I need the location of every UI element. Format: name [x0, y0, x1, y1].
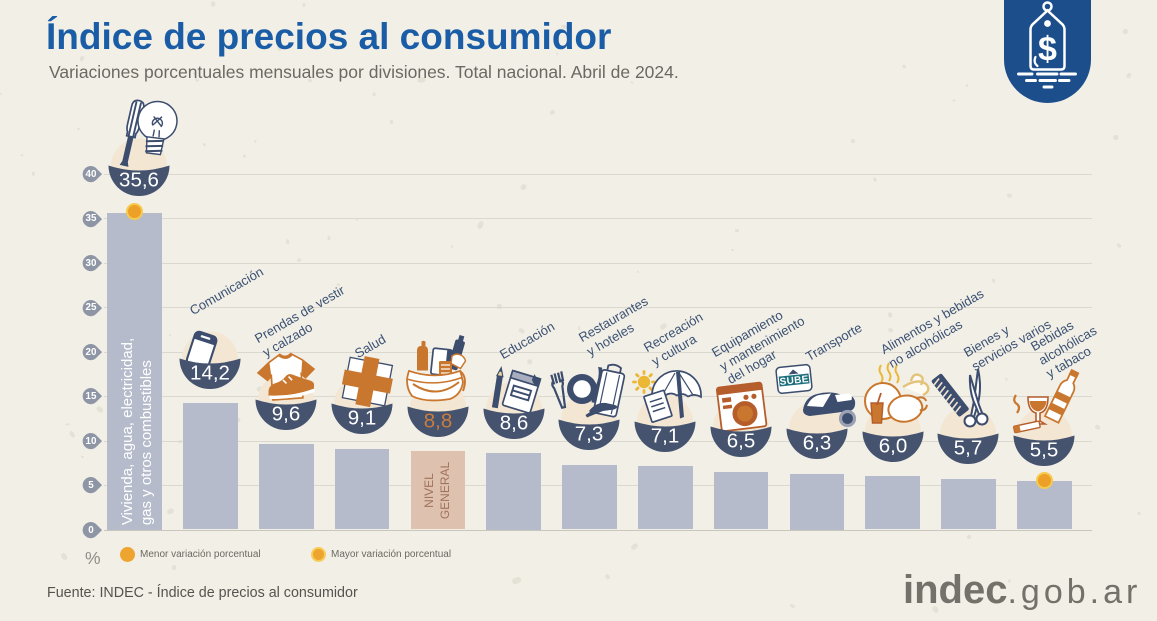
svg-text:14,2: 14,2	[190, 361, 230, 384]
svg-text:5,5: 5,5	[1030, 439, 1059, 462]
svg-text:SUBE: SUBE	[779, 374, 809, 388]
svg-text:35,6: 35,6	[119, 168, 159, 191]
svg-text:9,6: 9,6	[272, 402, 301, 425]
svg-text:8,8: 8,8	[424, 409, 453, 432]
svg-text:7,3: 7,3	[575, 423, 604, 446]
svg-text:6,5: 6,5	[727, 430, 756, 453]
svg-text:6,3: 6,3	[803, 432, 832, 455]
svg-text:5,7: 5,7	[954, 437, 983, 460]
svg-text:8,6: 8,6	[499, 411, 528, 434]
svg-text:9,1: 9,1	[348, 407, 377, 430]
svg-text:$: $	[1038, 31, 1057, 69]
svg-text:7,1: 7,1	[651, 424, 680, 447]
svg-text:6,0: 6,0	[878, 434, 907, 457]
